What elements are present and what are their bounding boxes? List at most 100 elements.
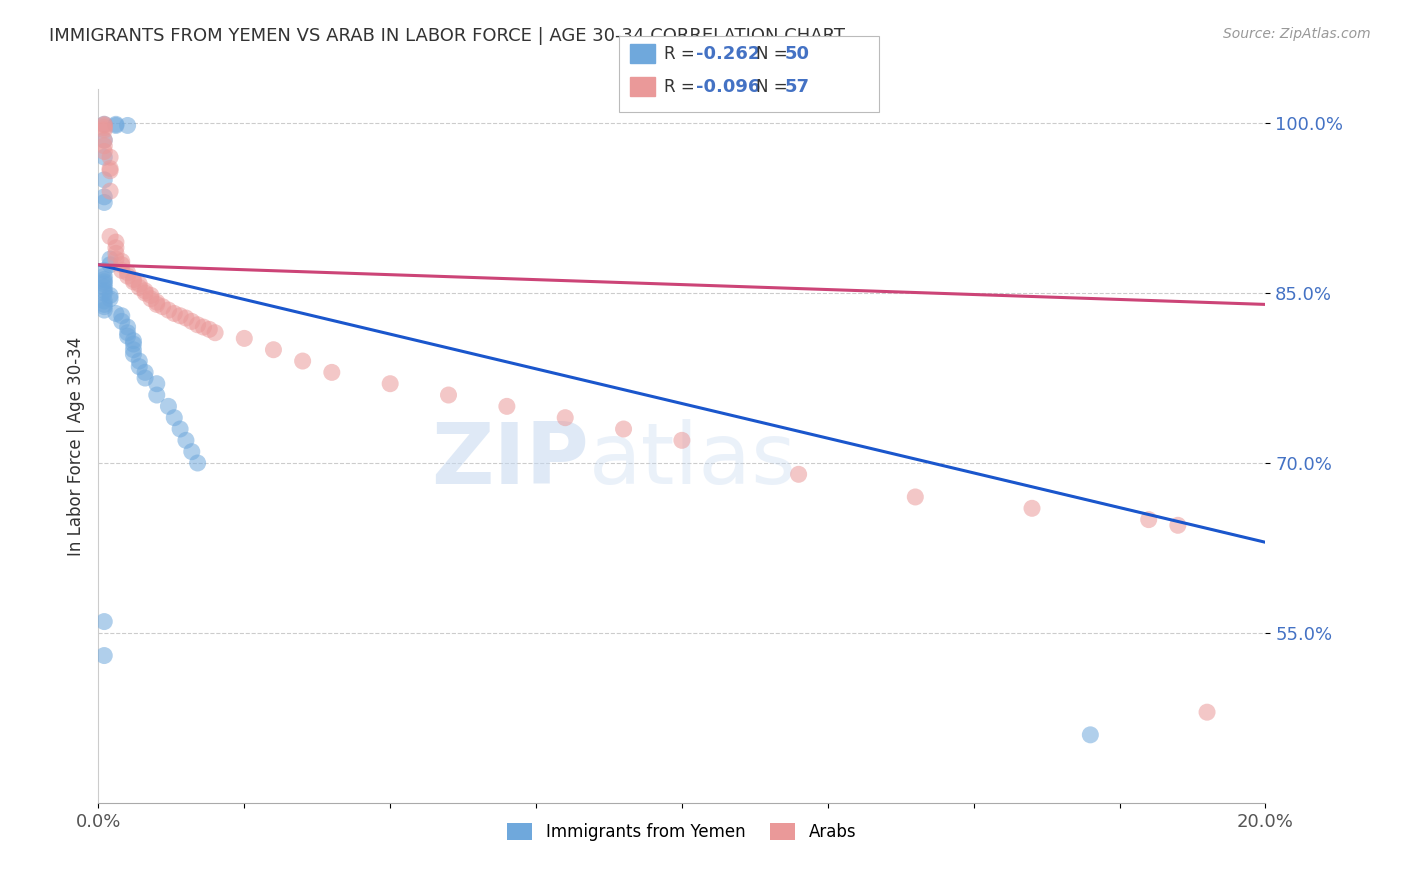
Point [117, 119, 139, 133]
Point [104, 119, 127, 133]
Point [1137, 513, 1160, 527]
Point [93, 272, 115, 286]
Point [93, 133, 115, 147]
Point [104, 306, 127, 320]
Y-axis label: In Labor Force | Age 30-34: In Labor Force | Age 30-34 [66, 336, 84, 556]
Point [180, 314, 202, 328]
Text: R =: R = [664, 45, 700, 62]
Point [233, 331, 256, 345]
Point [157, 400, 180, 414]
Point [98, 252, 121, 266]
Point [98, 258, 121, 272]
Point [134, 286, 156, 301]
Point [146, 388, 169, 402]
Point [111, 254, 134, 268]
Point [187, 318, 209, 332]
Point [93, 284, 115, 298]
Point [174, 434, 197, 448]
Point [122, 272, 145, 286]
Point [98, 184, 121, 198]
Point [93, 297, 115, 311]
Point [204, 326, 226, 340]
Point [98, 150, 121, 164]
Point [169, 422, 191, 436]
Point [180, 444, 202, 458]
Point [93, 286, 115, 301]
Point [93, 277, 115, 291]
Text: atlas: atlas [589, 418, 797, 502]
Point [93, 195, 115, 210]
Point [93, 275, 115, 289]
Text: ZIP: ZIP [430, 418, 589, 502]
Point [198, 322, 221, 336]
Point [98, 229, 121, 244]
Point [291, 354, 314, 368]
Point [93, 117, 115, 131]
Point [1080, 728, 1102, 742]
Point [117, 320, 139, 334]
Point [117, 266, 139, 280]
Point [93, 280, 115, 294]
Point [93, 648, 115, 663]
Point [111, 258, 134, 272]
Text: R =: R = [664, 78, 700, 96]
Text: -0.096: -0.096 [696, 78, 761, 96]
Text: Source: ZipAtlas.com: Source: ZipAtlas.com [1223, 27, 1371, 41]
Point [122, 347, 145, 361]
Point [134, 284, 156, 298]
Point [174, 311, 197, 326]
Text: 57: 57 [785, 78, 810, 96]
Point [134, 365, 156, 379]
Point [104, 235, 127, 249]
Point [554, 410, 576, 425]
Point [93, 190, 115, 204]
Point [163, 306, 186, 320]
Point [380, 376, 402, 391]
Point [93, 615, 115, 629]
Point [93, 120, 115, 135]
Point [128, 359, 150, 374]
Point [904, 490, 927, 504]
Point [612, 422, 634, 436]
Point [111, 314, 134, 328]
Point [122, 337, 145, 351]
Point [128, 354, 150, 368]
Point [98, 288, 121, 302]
Point [98, 292, 121, 306]
Point [671, 434, 693, 448]
Point [117, 326, 139, 340]
Point [111, 309, 134, 323]
Point [98, 161, 121, 176]
Point [1021, 501, 1043, 516]
Point [122, 275, 145, 289]
Point [122, 334, 145, 348]
Point [93, 119, 115, 133]
Point [262, 343, 284, 357]
Point [93, 300, 115, 314]
Point [93, 133, 115, 147]
Point [104, 252, 127, 266]
Text: N =: N = [756, 45, 793, 62]
Point [93, 123, 115, 137]
Point [157, 303, 180, 318]
Point [93, 138, 115, 153]
Point [117, 329, 139, 343]
Text: 50: 50 [785, 45, 810, 62]
Point [93, 117, 115, 131]
Point [139, 292, 162, 306]
Point [93, 145, 115, 159]
Point [187, 456, 209, 470]
Point [1167, 518, 1189, 533]
Point [169, 309, 191, 323]
Point [93, 173, 115, 187]
Text: N =: N = [756, 78, 793, 96]
Point [152, 300, 174, 314]
Point [134, 371, 156, 385]
Point [163, 410, 186, 425]
Point [193, 320, 215, 334]
Point [321, 365, 343, 379]
Point [128, 277, 150, 291]
Point [93, 150, 115, 164]
Point [1195, 705, 1218, 719]
Point [93, 303, 115, 318]
